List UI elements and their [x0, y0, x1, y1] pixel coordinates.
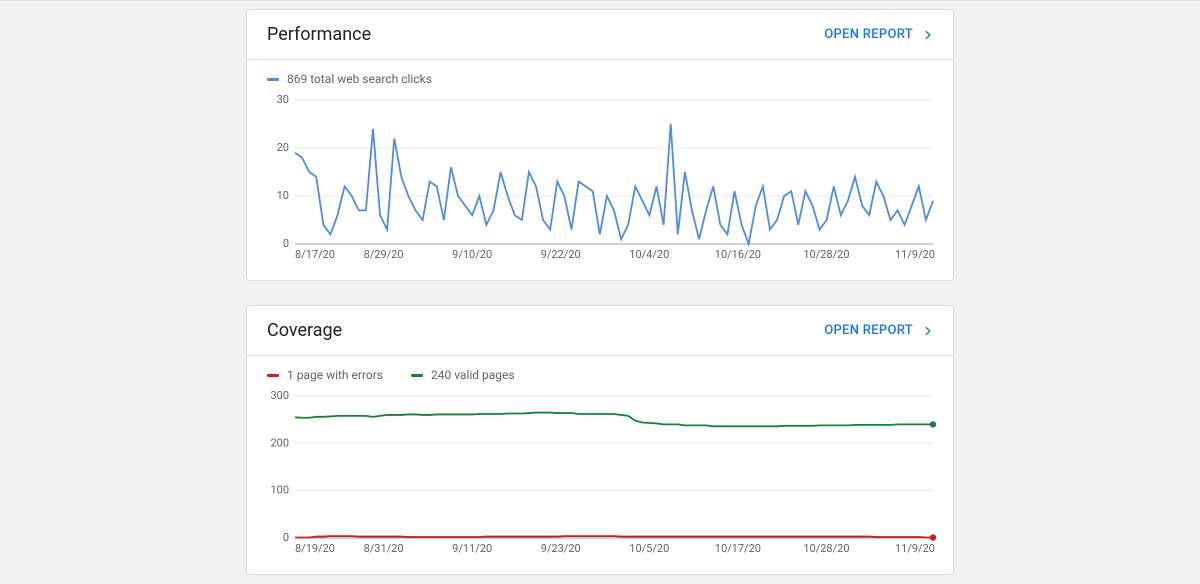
coverage-card: Coverage OPEN REPORT 1 page with errors 2…	[246, 305, 954, 575]
open-report-label: OPEN REPORT	[824, 27, 913, 42]
legend-swatch	[411, 374, 423, 377]
svg-text:100: 100	[270, 484, 289, 497]
svg-text:10/5/20: 10/5/20	[629, 542, 669, 555]
svg-text:200: 200	[270, 436, 289, 449]
svg-text:10: 10	[277, 189, 289, 202]
chevron-right-icon	[921, 28, 935, 42]
svg-text:10/16/20: 10/16/20	[715, 248, 761, 261]
svg-text:9/10/20: 9/10/20	[452, 248, 492, 261]
coverage-legend: 1 page with errors 240 valid pages	[247, 356, 953, 382]
performance-header: Performance OPEN REPORT	[247, 10, 953, 60]
chevron-right-icon	[921, 324, 935, 338]
svg-text:8/17/20: 8/17/20	[295, 248, 335, 261]
svg-text:11/9/20: 11/9/20	[895, 248, 935, 261]
svg-text:11/9/20: 11/9/20	[895, 542, 935, 555]
svg-text:8/19/20: 8/19/20	[295, 542, 335, 555]
svg-text:300: 300	[270, 390, 289, 402]
svg-text:10/17/20: 10/17/20	[715, 542, 761, 555]
coverage-chart-wrap: 0 100 200 300 8/19/20 8/31/20 9/11/20 9/23/20 10…	[247, 382, 953, 574]
coverage-title: Coverage	[267, 320, 342, 341]
open-report-label: OPEN REPORT	[824, 323, 913, 338]
svg-text:10/28/20: 10/28/20	[803, 248, 849, 261]
performance-open-report-link[interactable]: OPEN REPORT	[824, 27, 935, 42]
svg-text:8/31/20: 8/31/20	[364, 542, 404, 555]
svg-text:20: 20	[277, 141, 289, 154]
svg-text:9/11/20: 9/11/20	[452, 542, 492, 555]
svg-text:0: 0	[283, 237, 289, 250]
page-root: Performance OPEN REPORT 869 total web se…	[0, 0, 1200, 584]
svg-text:10/28/20: 10/28/20	[803, 542, 849, 555]
legend-swatch	[267, 374, 279, 377]
svg-text:9/22/20: 9/22/20	[541, 248, 581, 261]
coverage-open-report-link[interactable]: OPEN REPORT	[824, 323, 935, 338]
coverage-chart: 0 100 200 300 8/19/20 8/31/20 9/11/20 9/23/20 10…	[265, 390, 937, 558]
legend-item: 869 total web search clicks	[267, 72, 432, 86]
coverage-header: Coverage OPEN REPORT	[247, 306, 953, 356]
legend-label: 869 total web search clicks	[287, 72, 432, 86]
performance-chart-wrap: 0 10 20 30 8/17/20 8/29/20 9/10/20 9/22/20 10/4/…	[247, 86, 953, 280]
performance-title: Performance	[267, 24, 371, 45]
legend-label: 240 valid pages	[431, 368, 515, 382]
svg-text:0: 0	[283, 531, 289, 544]
legend-label: 1 page with errors	[287, 368, 383, 382]
performance-legend: 869 total web search clicks	[247, 60, 953, 86]
svg-text:9/23/20: 9/23/20	[541, 542, 581, 555]
svg-text:30: 30	[277, 94, 289, 106]
svg-text:10/4/20: 10/4/20	[629, 248, 669, 261]
legend-swatch	[267, 78, 279, 81]
performance-card: Performance OPEN REPORT 869 total web se…	[246, 9, 954, 281]
legend-item: 1 page with errors	[267, 368, 383, 382]
performance-chart: 0 10 20 30 8/17/20 8/29/20 9/10/20 9/22/20 10/4/…	[265, 94, 937, 264]
legend-item: 240 valid pages	[411, 368, 515, 382]
svg-text:8/29/20: 8/29/20	[364, 248, 404, 261]
